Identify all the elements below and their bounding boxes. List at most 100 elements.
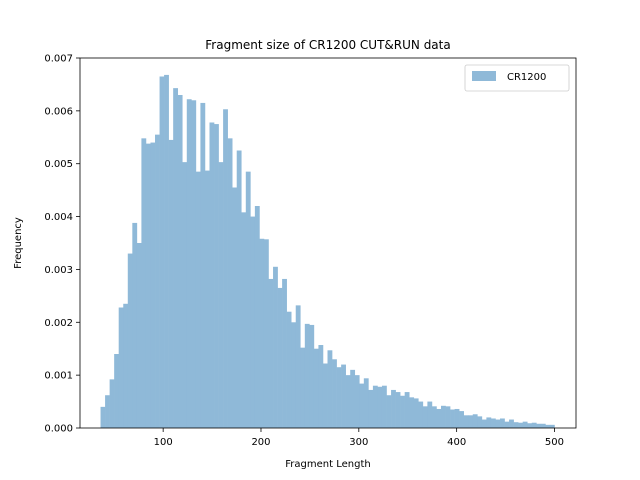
histogram-bar — [418, 401, 424, 428]
histogram-bar — [118, 307, 124, 428]
histogram-bar — [227, 138, 233, 428]
histogram-bar — [155, 134, 160, 428]
histogram-bar — [173, 88, 179, 428]
x-tick-label: 300 — [349, 437, 368, 448]
histogram-bar — [522, 421, 528, 428]
histogram-bar — [490, 418, 496, 428]
histogram-bar — [145, 143, 151, 428]
y-tick-label: 0.005 — [44, 159, 73, 170]
histogram-bar — [463, 415, 469, 428]
histogram-bar — [400, 395, 405, 428]
histogram-bar — [431, 406, 437, 428]
histogram-bar — [114, 354, 119, 428]
histogram-bar — [513, 422, 519, 428]
histogram-bar — [291, 322, 297, 428]
histogram-bar — [549, 424, 555, 428]
histogram-bar — [132, 222, 138, 428]
histogram-bar — [295, 305, 301, 428]
histogram-bar — [354, 375, 360, 428]
histogram-bar — [286, 311, 292, 428]
histogram-bar — [282, 278, 287, 428]
x-tick-label: 500 — [545, 437, 564, 448]
y-tick-label: 0.007 — [44, 54, 73, 65]
histogram-bar — [241, 212, 247, 428]
histogram-bar — [313, 348, 319, 428]
histogram-bar — [236, 150, 242, 428]
histogram-bar — [168, 139, 174, 428]
y-axis-title: Frequency — [13, 217, 24, 269]
histogram-bar — [495, 419, 501, 428]
histogram-bar — [164, 74, 169, 428]
histogram-bar — [304, 323, 310, 428]
histogram-bar — [545, 424, 551, 428]
y-tick-label: 0.003 — [44, 265, 73, 276]
histogram-bar — [341, 364, 346, 428]
histogram-bar — [377, 386, 383, 428]
histogram-bar — [332, 359, 337, 428]
histogram-bar — [409, 397, 415, 428]
histogram-bar — [195, 171, 201, 428]
histogram-bar — [322, 363, 328, 428]
legend-label: CR1200 — [507, 72, 546, 83]
x-axis: 100 200 300 400 500 — [154, 428, 564, 448]
histogram-bar — [309, 324, 315, 428]
histogram-bar — [200, 102, 206, 429]
histogram-bar — [477, 416, 483, 428]
histogram-bar — [381, 385, 387, 428]
histogram-bar — [472, 414, 478, 428]
histogram-bar — [223, 109, 228, 429]
histogram-bar — [540, 423, 546, 428]
histogram-bar — [186, 99, 192, 428]
histogram-bar — [136, 243, 142, 428]
legend-swatch — [472, 71, 496, 81]
x-tick-label: 400 — [447, 437, 466, 448]
x-tick-label: 100 — [154, 437, 173, 448]
histogram-bar — [518, 422, 523, 428]
histogram-bar — [336, 367, 342, 428]
histogram-bar — [404, 392, 410, 428]
histogram-bar — [245, 171, 251, 428]
histogram-bar — [454, 408, 460, 428]
histogram-bar — [436, 408, 442, 428]
histogram-bar — [440, 405, 446, 428]
histogram-bar — [250, 216, 256, 428]
histogram-bar — [468, 415, 474, 428]
histogram-bar — [209, 122, 215, 429]
histogram-bar — [527, 423, 533, 428]
histogram-bar — [127, 253, 133, 428]
histogram-bar — [486, 417, 492, 428]
histogram-bar — [273, 266, 278, 428]
histogram-bar — [204, 170, 210, 428]
histogram-bar — [445, 406, 451, 428]
histogram-bar — [481, 419, 487, 428]
histogram-bar — [105, 395, 110, 428]
histogram-bar — [254, 206, 260, 428]
histogram-bar — [413, 398, 419, 428]
histogram-bar — [177, 95, 183, 428]
legend: CR1200 — [464, 64, 570, 92]
histogram-bar — [141, 138, 147, 428]
histogram-bar — [531, 422, 537, 428]
y-tick-label: 0.006 — [44, 106, 73, 117]
histogram-bar — [459, 411, 464, 428]
y-tick-label: 0.001 — [44, 371, 73, 382]
axes-frame — [79, 57, 577, 429]
histogram-bar — [422, 406, 428, 428]
histogram-bar — [395, 392, 401, 428]
histogram-bar — [500, 418, 505, 428]
chart-title: Fragment size of CR1200 CUT&RUN data — [205, 38, 450, 52]
histogram-bar — [368, 389, 374, 428]
histogram-bar — [386, 395, 392, 428]
histogram-bar — [318, 345, 324, 428]
x-axis-title: Fragment Length — [285, 459, 370, 470]
histogram-bar — [504, 421, 510, 428]
histogram-bar — [150, 142, 156, 428]
histogram-bar — [391, 389, 396, 428]
bars-layer — [100, 74, 555, 429]
histogram-bar — [300, 347, 306, 428]
histogram-bar — [232, 187, 238, 428]
x-tick-label: 200 — [251, 437, 270, 448]
histogram-bar — [100, 406, 106, 428]
y-tick-label: 0.000 — [44, 424, 73, 435]
